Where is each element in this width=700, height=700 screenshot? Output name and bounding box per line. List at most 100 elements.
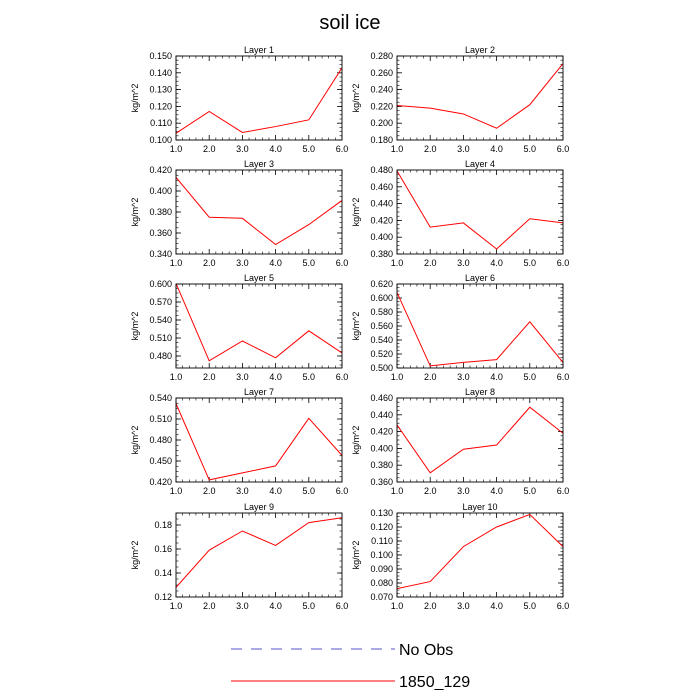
layer-1-ytick-label: 0.120	[149, 101, 172, 111]
layer-3-xtick-label: 1.0	[170, 258, 183, 268]
layer-7-series-1850-129	[176, 403, 342, 481]
layer-2-ytick-label: 0.260	[370, 68, 393, 78]
layer-6-xtick-label: 6.0	[557, 372, 570, 382]
layer-10-ytick-label: 0.120	[370, 522, 393, 532]
layer-7-xtick-label: 5.0	[303, 486, 316, 496]
layer-2-ytick-label: 0.200	[370, 118, 393, 128]
layer-1-xtick-label: 1.0	[170, 144, 183, 154]
layer-9-ytick-label: 0.12	[154, 592, 172, 602]
layer-1-xtick-label: 5.0	[303, 144, 316, 154]
layer-4-ytick-label: 0.480	[370, 165, 393, 175]
layer-4-ytick-label: 0.420	[370, 215, 393, 225]
layer-10-xtick-label: 2.0	[424, 601, 437, 611]
layer-6-xtick-label: 5.0	[524, 372, 537, 382]
layer-2-panel: Layer 2 kg/m^2 1.0 2.0 3.0 4.0 5.0 6.0 0.180 0.20…	[351, 45, 569, 154]
layer-5-series-1850-129	[176, 284, 342, 362]
layer-8-xtick-label: 6.0	[557, 486, 570, 496]
layer-7-xtick-label: 6.0	[336, 486, 349, 496]
legend-1850-129-label: 1850_129	[399, 674, 470, 691]
layer-4-xtick-label: 5.0	[524, 258, 537, 268]
layer-2-series-1850-129	[397, 63, 563, 129]
layer-2-ytick-label: 0.180	[370, 135, 393, 145]
layer-8-xtick-label: 3.0	[457, 486, 470, 496]
layer-1-xtick-label: 6.0	[336, 144, 349, 154]
layer-3-xtick-label: 6.0	[336, 258, 349, 268]
layer-2-frame	[396, 55, 564, 141]
layer-2-ytick-label: 0.240	[370, 85, 393, 95]
layer-3-series-1850-129	[176, 177, 342, 246]
layer-6-xtick-label: 3.0	[457, 372, 470, 382]
layer-2-ytick-label: 0.280	[370, 51, 393, 61]
layer-7-panel: Layer 7 kg/m^2 1.0 2.0 3.0 4.0 5.0 6.0 0.420 0.45…	[130, 387, 348, 496]
layer-9-xtick-label: 4.0	[269, 601, 282, 611]
layer-5-panel: Layer 5 kg/m^2 1.0 2.0 3.0 4.0 5.0 6.0 0.480 0.51…	[130, 273, 348, 382]
layer-6-ytick-label: 0.620	[370, 279, 393, 289]
layer-6-xtick-label: 1.0	[391, 372, 404, 382]
layer-8-ytick-label: 0.460	[370, 393, 393, 403]
layer-4-ytick-label: 0.460	[370, 182, 393, 192]
layer-4-xtick-label: 1.0	[391, 258, 404, 268]
layer-1-ytick-label: 0.100	[149, 135, 172, 145]
layer-7-ytick-label: 0.510	[149, 414, 172, 424]
layer-10-frame	[396, 512, 564, 598]
layer-1-xtick-label: 4.0	[269, 144, 282, 154]
layer-9-ylabel: kg/m^2	[130, 541, 140, 570]
layer-8-xtick-label: 1.0	[391, 486, 404, 496]
layer-8-ytick-label: 0.400	[370, 443, 393, 453]
layer-6-ylabel: kg/m^2	[351, 312, 361, 341]
layer-3-xtick-label: 5.0	[303, 258, 316, 268]
layer-3-ylabel: kg/m^2	[130, 198, 140, 227]
layer-3-ytick-label: 0.360	[149, 228, 172, 238]
layer-4-xtick-label: 2.0	[424, 258, 437, 268]
layer-5-ytick-label: 0.600	[149, 279, 172, 289]
layer-5-title: Layer 5	[244, 273, 274, 283]
layer-10-xtick-label: 3.0	[457, 601, 470, 611]
layer-5-xtick-label: 2.0	[203, 372, 216, 382]
layer-10-title: Layer 10	[462, 502, 497, 512]
layer-7-ytick-label: 0.540	[149, 393, 172, 403]
layer-4-xtick-label: 6.0	[557, 258, 570, 268]
layer-2-xtick-label: 3.0	[457, 144, 470, 154]
layer-1-xtick-label: 2.0	[203, 144, 216, 154]
legend: No Obs 1850_129	[231, 642, 470, 691]
layer-3-title: Layer 3	[244, 159, 274, 169]
layer-10-ytick-label: 0.110	[371, 536, 393, 546]
layer-4-xtick-label: 3.0	[457, 258, 470, 268]
layer-5-ylabel: kg/m^2	[130, 312, 140, 341]
layer-5-ytick-label: 0.480	[149, 351, 172, 361]
layer-1-ylabel: kg/m^2	[130, 84, 140, 113]
layer-3-xtick-label: 2.0	[203, 258, 216, 268]
layer-9-xtick-label: 1.0	[170, 601, 183, 611]
layer-7-xtick-label: 4.0	[269, 486, 282, 496]
layer-7-ytick-label: 0.420	[149, 477, 172, 487]
layer-5-ytick-label: 0.510	[149, 333, 172, 343]
layer-1-ytick-label: 0.110	[150, 118, 172, 128]
layer-8-panel: Layer 8 kg/m^2 1.0 2.0 3.0 4.0 5.0 6.0 0.360 0.38…	[351, 387, 569, 496]
layer-6-frame	[396, 283, 564, 369]
layer-5-xtick-label: 6.0	[336, 372, 349, 382]
layer-10-series-1850-129	[397, 513, 563, 590]
layer-6-ytick-label: 0.500	[370, 363, 393, 373]
layer-9-xtick-label: 6.0	[336, 601, 349, 611]
layer-5-xtick-label: 5.0	[303, 372, 316, 382]
layer-4-panel: Layer 4 kg/m^2 1.0 2.0 3.0 4.0 5.0 6.0 0.380 0.40…	[351, 159, 569, 268]
layer-4-ytick-label: 0.400	[370, 232, 393, 242]
layer-9-frame	[175, 512, 343, 598]
layer-6-title: Layer 6	[465, 273, 495, 283]
layer-6-ytick-label: 0.600	[370, 293, 393, 303]
layer-10-ytick-label: 0.100	[370, 550, 393, 560]
layer-8-title: Layer 8	[465, 387, 495, 397]
layer-8-xtick-label: 5.0	[524, 486, 537, 496]
layer-5-xtick-label: 1.0	[170, 372, 183, 382]
layer-8-frame	[396, 397, 564, 483]
layer-8-ytick-label: 0.380	[370, 460, 393, 470]
layer-7-xtick-label: 3.0	[236, 486, 249, 496]
layer-4-ylabel: kg/m^2	[351, 198, 361, 227]
layer-4-xtick-label: 4.0	[490, 258, 503, 268]
layer-1-ytick-label: 0.150	[149, 51, 172, 61]
layer-5-xtick-label: 4.0	[269, 372, 282, 382]
layer-9-xtick-label: 5.0	[303, 601, 316, 611]
layer-2-xtick-label: 6.0	[557, 144, 570, 154]
layer-7-ytick-label: 0.450	[149, 456, 172, 466]
